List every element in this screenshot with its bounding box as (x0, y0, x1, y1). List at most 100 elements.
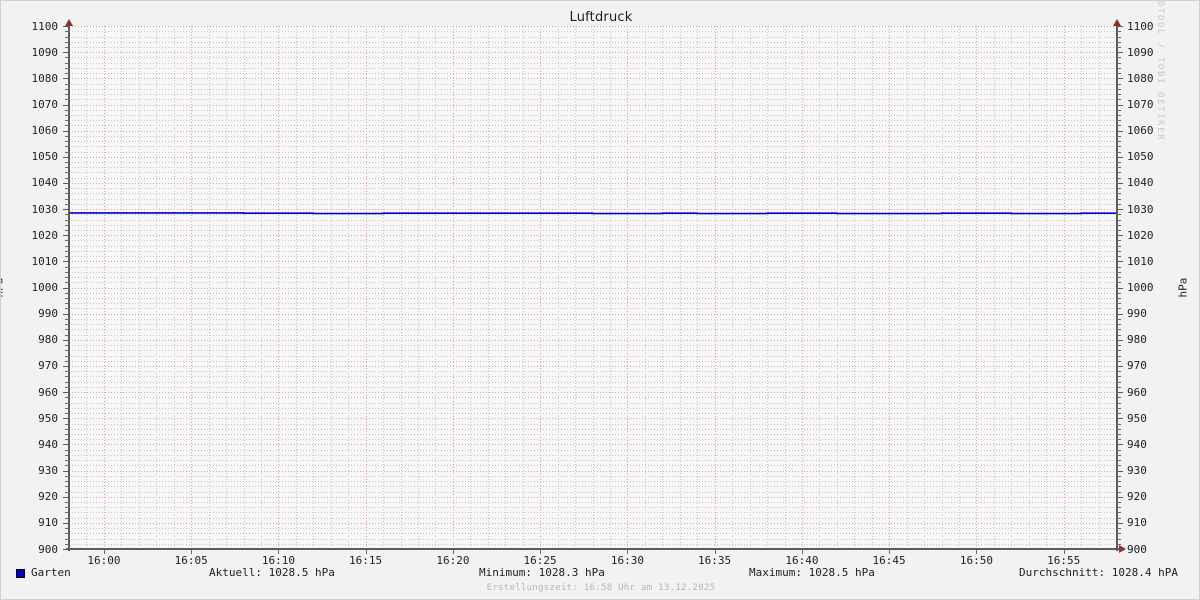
grid-line-v-minor (679, 26, 681, 549)
y-axis-left (68, 23, 70, 551)
y-axis-tick-right (1117, 135, 1121, 137)
x-axis-tick (976, 550, 978, 554)
y-axis-tick-right (1117, 522, 1123, 524)
y-axis-tick-right (1117, 491, 1121, 493)
creation-timestamp: Erstellungszeit: 16:58 Uhr am 13.12.2025 (486, 583, 716, 593)
y-axis-tick-left (65, 481, 69, 482)
y-axis-tick-left (65, 203, 69, 205)
y-axis-tick-left (63, 26, 69, 27)
grid-line-v-major (714, 26, 716, 549)
stat-aktuell: Aktuell: 1028.5 hPa (209, 566, 335, 579)
y-axis-tick-right (1117, 308, 1121, 310)
grid-line-v-major (278, 26, 280, 549)
y-axis-tick-right (1117, 444, 1123, 446)
y-axis-label-left: 920 (38, 490, 58, 504)
y-axis-tick-left (65, 67, 69, 69)
y-axis-tick-right (1117, 109, 1121, 111)
grid-line-v-minor (295, 26, 297, 549)
y-axis-tick-left (65, 486, 69, 488)
y-axis-label-right: 910 (1127, 516, 1147, 530)
y-axis-tick-left (63, 365, 69, 367)
y-axis-label-left: 910 (38, 516, 58, 530)
y-axis-tick-left (63, 209, 69, 211)
x-axis-label: 16:50 (959, 554, 993, 567)
y-axis-tick-right (1117, 245, 1121, 247)
x-axis-label: 16:10 (261, 554, 295, 567)
y-axis-label-left: 1020 (31, 228, 59, 242)
y-axis-tick-right (1117, 355, 1121, 357)
y-axis-tick-left (65, 230, 69, 231)
grid-line-v-minor (662, 26, 664, 549)
y-axis-tick-right (1117, 402, 1121, 404)
y-axis-tick-right (1117, 271, 1121, 273)
y-axis-tick-left (65, 250, 69, 252)
y-axis-tick-right (1117, 381, 1121, 383)
y-axis-tick-left (65, 413, 69, 414)
rrdtool-watermark: RRDTOOL / TOBI OETIKER (1154, 0, 1165, 142)
y-axis-tick-left (65, 167, 69, 169)
y-axis-tick-right (1117, 318, 1121, 320)
grid-line-v-minor (854, 26, 856, 549)
y-axis-tick-right (1117, 481, 1121, 482)
y-axis-tick-right (1117, 172, 1121, 174)
y-axis-tick-right (1117, 188, 1121, 190)
y-axis-tick-left (65, 345, 69, 346)
y-axis-label-right: 1000 (1127, 281, 1154, 294)
y-axis-tick-right (1117, 298, 1121, 299)
grid-line-v-minor (924, 26, 925, 549)
grid-line-v-minor (767, 26, 768, 549)
y-axis-tick-right (1117, 266, 1121, 268)
y-axis-tick-left (65, 512, 69, 514)
y-axis-tick-left (65, 151, 69, 153)
grid-line-v-minor (505, 26, 507, 549)
grid-line-v-major (452, 26, 454, 549)
y-axis-tick-left (65, 423, 69, 425)
y-axis-tick-right (1117, 345, 1121, 346)
y-axis-tick-right (1117, 528, 1121, 530)
y-axis-tick-right (1117, 339, 1123, 341)
y-axis-tick-left (65, 371, 69, 373)
y-axis-tick-right (1117, 52, 1123, 54)
y-axis-tick-left (65, 282, 69, 284)
page-title: Luftdruck (569, 10, 633, 25)
y-axis-tick-right (1117, 114, 1121, 116)
grid-line-v-minor (557, 26, 559, 549)
grid-line-v-major (801, 26, 803, 549)
y-axis-tick-left (63, 235, 69, 237)
y-axis-tick-right (1117, 125, 1121, 127)
y-axis-label-left: 950 (38, 411, 58, 425)
legend: Garten Aktuell: 1028.5 hPa Minimum: 1028… (1, 564, 1199, 582)
y-axis-tick-right (1117, 376, 1121, 378)
x-axis-label: 16:45 (872, 554, 906, 567)
stat-maximum: Maximum: 1028.5 hPa (749, 566, 875, 579)
grid-line-v-minor (784, 26, 786, 549)
y-axis-tick-left (65, 224, 69, 226)
y-axis-tick-left (65, 114, 69, 116)
y-axis-tick-left (65, 329, 69, 331)
y-axis-tick-right (1117, 36, 1121, 38)
y-axis-tick-right (1117, 428, 1121, 430)
y-axis-left-unit-label: hPa (0, 277, 6, 298)
y-axis-tick-right (1117, 313, 1123, 315)
y-axis-tick-left (65, 428, 69, 430)
y-axis-label-right: 930 (1127, 464, 1147, 478)
y-axis-tick-left (65, 109, 69, 111)
y-axis-tick-left (65, 193, 69, 195)
y-axis-tick-right (1117, 433, 1121, 435)
y-axis-tick-left (65, 162, 69, 163)
grid-line-v-major (103, 26, 105, 549)
y-axis-label-right: 1070 (1127, 98, 1154, 111)
y-axis-label-right: 1080 (1127, 71, 1154, 85)
grid-line-v-minor (732, 26, 734, 549)
y-axis-tick-right (1117, 282, 1121, 284)
y-axis-tick-right (1117, 449, 1121, 451)
y-axis-tick-right (1117, 329, 1121, 331)
y-axis-tick-left (63, 104, 69, 106)
y-axis-tick-right (1117, 130, 1123, 132)
y-axis-tick-right (1117, 277, 1121, 278)
y-axis-tick-right (1117, 538, 1121, 540)
y-axis-label-right: 1060 (1127, 124, 1154, 138)
grid-line-v-minor (1098, 26, 1100, 549)
grid-line-v-major (1063, 26, 1065, 549)
